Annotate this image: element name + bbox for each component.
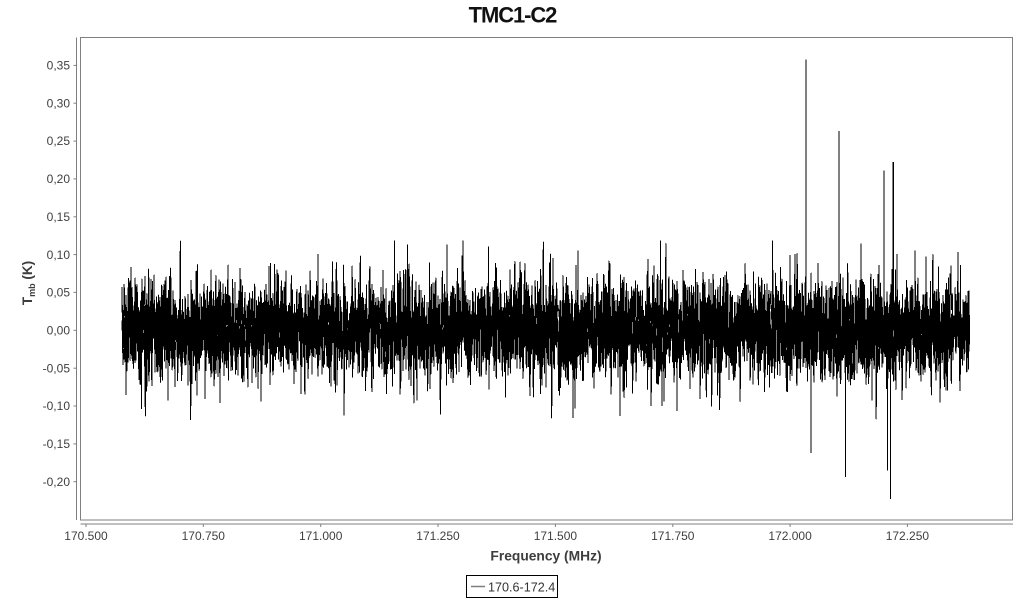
svg-text:0,05: 0,05 (47, 286, 71, 300)
svg-text:-0,15: -0,15 (43, 437, 71, 451)
svg-text:0,00: 0,00 (47, 324, 71, 338)
svg-text:0,20: 0,20 (47, 172, 71, 186)
svg-text:170.750: 170.750 (182, 529, 226, 543)
svg-text:0,30: 0,30 (47, 96, 71, 110)
svg-text:-0,05: -0,05 (43, 361, 71, 375)
svg-text:0,25: 0,25 (47, 134, 71, 148)
svg-text:170.6-172.4: 170.6-172.4 (488, 580, 555, 594)
svg-text:170.500: 170.500 (64, 529, 108, 543)
svg-text:172.250: 172.250 (886, 529, 930, 543)
svg-text:0,15: 0,15 (47, 210, 71, 224)
svg-text:0,35: 0,35 (47, 59, 71, 73)
svg-text:171.250: 171.250 (416, 529, 460, 543)
svg-text:171.000: 171.000 (299, 529, 343, 543)
svg-text:0,10: 0,10 (47, 248, 71, 262)
svg-text:-0,10: -0,10 (43, 399, 71, 413)
svg-text:172.000: 172.000 (768, 529, 812, 543)
svg-text:Frequency (MHz): Frequency (MHz) (490, 548, 601, 563)
svg-text:171.750: 171.750 (651, 529, 695, 543)
svg-text:171.500: 171.500 (534, 529, 578, 543)
svg-text:Tmb (K): Tmb (K) (20, 261, 37, 305)
svg-text:-0,20: -0,20 (43, 475, 71, 489)
svg-text:TMC1-C2: TMC1-C2 (469, 2, 558, 27)
